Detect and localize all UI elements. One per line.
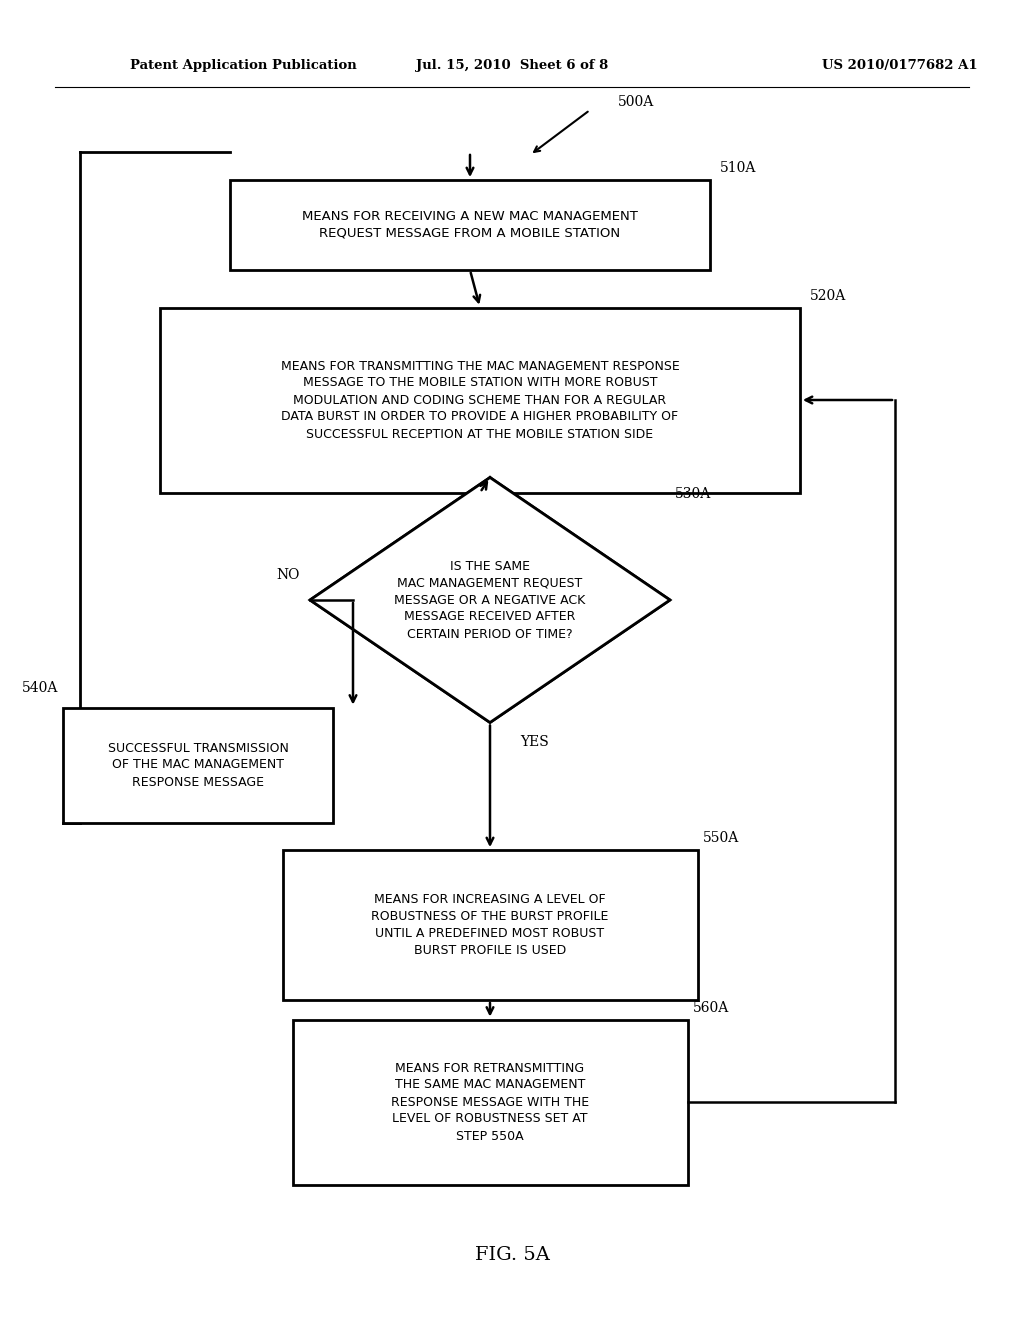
Bar [283, 850, 697, 1001]
Bar [160, 308, 800, 492]
Text: 500A: 500A [618, 95, 654, 110]
Text: US 2010/0177682 A1: US 2010/0177682 A1 [822, 58, 978, 71]
Text: 520A: 520A [810, 289, 846, 302]
Text: MEANS FOR RETRANSMITTING
THE SAME MAC MANAGEMENT
RESPONSE MESSAGE WITH THE
LEVEL: MEANS FOR RETRANSMITTING THE SAME MAC MA… [391, 1061, 589, 1143]
Text: 550A: 550A [702, 832, 738, 845]
Text: 530A: 530A [675, 487, 712, 502]
Text: Patent Application Publication: Patent Application Publication [130, 58, 356, 71]
Bar [230, 180, 710, 271]
Text: 540A: 540A [22, 681, 58, 696]
Text: 510A: 510A [720, 161, 757, 176]
Bar [293, 1019, 687, 1184]
Text: NO: NO [276, 568, 300, 582]
Text: Jul. 15, 2010  Sheet 6 of 8: Jul. 15, 2010 Sheet 6 of 8 [416, 58, 608, 71]
Text: YES: YES [520, 735, 549, 750]
Text: MEANS FOR RECEIVING A NEW MAC MANAGEMENT
REQUEST MESSAGE FROM A MOBILE STATION: MEANS FOR RECEIVING A NEW MAC MANAGEMENT… [302, 210, 638, 240]
Text: SUCCESSFUL TRANSMISSION
OF THE MAC MANAGEMENT
RESPONSE MESSAGE: SUCCESSFUL TRANSMISSION OF THE MAC MANAG… [108, 742, 289, 788]
Text: MEANS FOR INCREASING A LEVEL OF
ROBUSTNESS OF THE BURST PROFILE
UNTIL A PREDEFIN: MEANS FOR INCREASING A LEVEL OF ROBUSTNE… [372, 894, 608, 957]
Polygon shape [310, 478, 670, 722]
Bar [63, 708, 333, 822]
Text: 560A: 560A [692, 1001, 729, 1015]
Text: MEANS FOR TRANSMITTING THE MAC MANAGEMENT RESPONSE
MESSAGE TO THE MOBILE STATION: MEANS FOR TRANSMITTING THE MAC MANAGEMEN… [281, 359, 679, 441]
Text: FIG. 5A: FIG. 5A [474, 1246, 550, 1265]
Text: IS THE SAME
MAC MANAGEMENT REQUEST
MESSAGE OR A NEGATIVE ACK
MESSAGE RECEIVED AF: IS THE SAME MAC MANAGEMENT REQUEST MESSA… [394, 560, 586, 640]
